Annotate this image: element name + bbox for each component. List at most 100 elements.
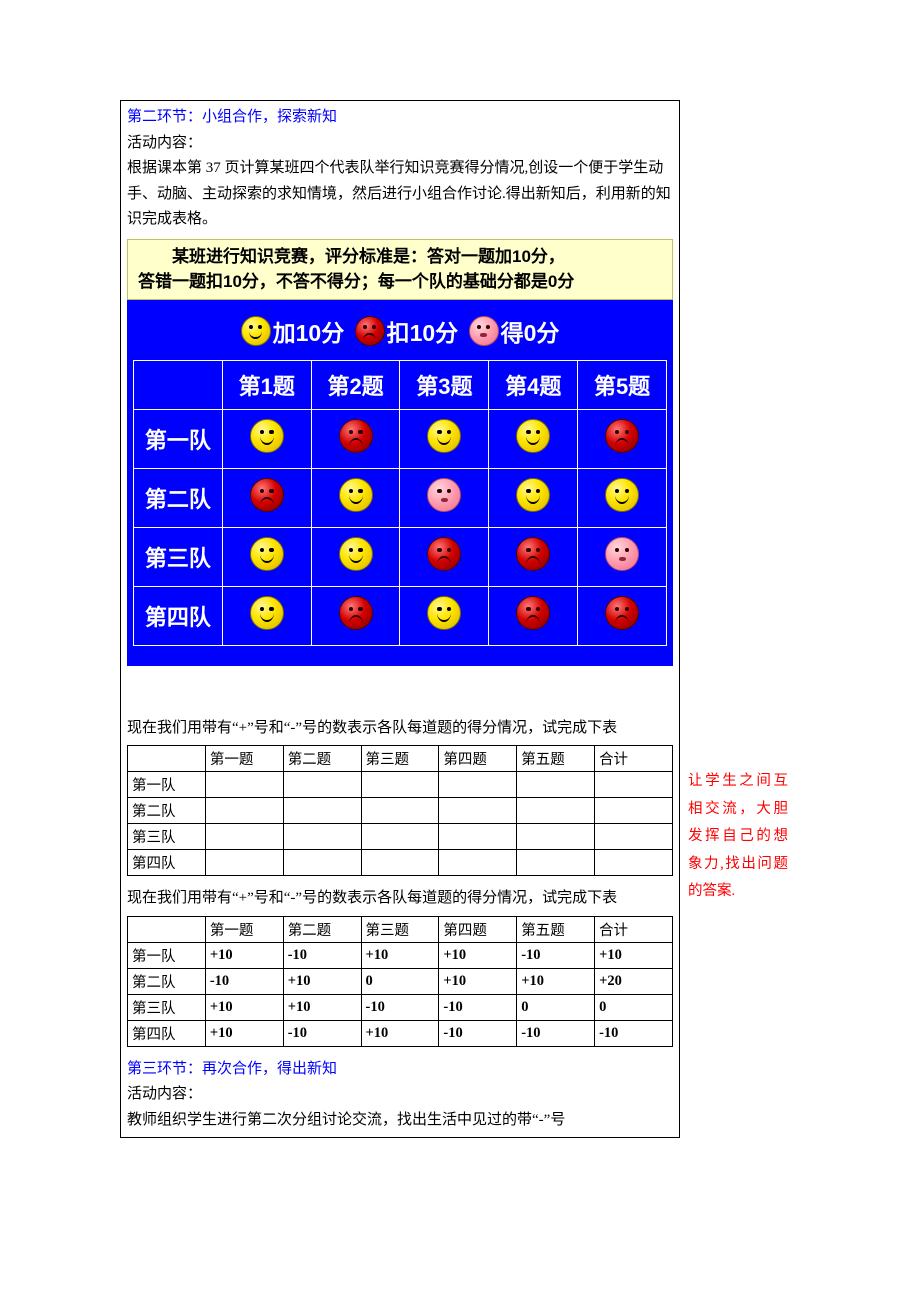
frown-icon — [605, 596, 639, 630]
quiz-panel: 加10分 扣10分 得0分 第1题 第2题 第3题 — [127, 300, 673, 666]
quiz-cell — [222, 527, 311, 586]
row-label: 第三队 — [128, 824, 206, 850]
table-col-header: 第一题 — [205, 916, 283, 942]
neutral-icon — [605, 537, 639, 571]
empty-cell — [517, 850, 595, 876]
empty-cell — [439, 850, 517, 876]
row-label: 第一队 — [128, 772, 206, 798]
score-cell: +10 — [283, 994, 361, 1020]
score-cell: +10 — [205, 942, 283, 968]
score-cell: -10 — [517, 942, 595, 968]
smile-icon — [427, 419, 461, 453]
empty-cell — [439, 798, 517, 824]
quiz-cell — [578, 586, 667, 645]
row-label: 第二队 — [128, 968, 206, 994]
score-cell: +10 — [439, 942, 517, 968]
legend-row: 加10分 扣10分 得0分 — [133, 308, 667, 360]
empty-cell — [283, 772, 361, 798]
quiz-cell — [222, 468, 311, 527]
row-label: 第二队 — [128, 798, 206, 824]
smile-icon — [241, 316, 271, 346]
empty-cell — [517, 798, 595, 824]
quiz-row-label: 第四队 — [134, 586, 223, 645]
quiz-cell — [489, 468, 578, 527]
frown-icon — [605, 419, 639, 453]
frown-icon — [427, 537, 461, 571]
quiz-cell — [578, 409, 667, 468]
smile-icon — [427, 596, 461, 630]
smile-icon — [250, 419, 284, 453]
table-col-header: 第四题 — [439, 746, 517, 772]
empty-cell — [283, 824, 361, 850]
quiz-cell — [400, 586, 489, 645]
rules-box: 某班进行知识竞赛，评分标准是：答对一题加10分， 答错一题扣10分，不答不得分；… — [127, 239, 673, 300]
rules-line1: 某班进行知识竞赛，评分标准是：答对一题加10分， — [138, 244, 662, 270]
score-cell: 0 — [361, 968, 439, 994]
quiz-col-5: 第5题 — [578, 360, 667, 409]
score-cell: 0 — [595, 994, 673, 1020]
empty-cell — [361, 824, 439, 850]
quiz-cell — [311, 468, 400, 527]
table-col-header: 第二题 — [283, 916, 361, 942]
quiz-cell — [222, 586, 311, 645]
table-col-header: 第三题 — [361, 746, 439, 772]
score-cell: -10 — [283, 942, 361, 968]
table-col-header: 第五题 — [517, 916, 595, 942]
table-col-header — [128, 746, 206, 772]
section2-activity-label: 活动内容： — [127, 131, 673, 157]
table-col-header: 合计 — [595, 746, 673, 772]
quiz-cell — [400, 527, 489, 586]
main-column: 第二环节：小组合作，探索新知 活动内容： 根据课本第 37 页计算某班四个代表队… — [120, 100, 680, 1138]
score-cell: -10 — [595, 1020, 673, 1046]
quiz-row: 第四队 — [134, 586, 667, 645]
frown-icon — [250, 478, 284, 512]
score-cell: +10 — [361, 942, 439, 968]
table-col-header: 合计 — [595, 916, 673, 942]
quiz-cell — [311, 409, 400, 468]
empty-cell — [595, 850, 673, 876]
table-row: 第三队+10+10-10-1000 — [128, 994, 673, 1020]
table-row: 第二队-10+100+10+10+20 — [128, 968, 673, 994]
empty-cell — [595, 798, 673, 824]
frown-icon — [339, 596, 373, 630]
empty-cell — [205, 772, 283, 798]
empty-cell — [517, 772, 595, 798]
spacer — [127, 666, 673, 716]
score-cell: -10 — [283, 1020, 361, 1046]
rules-line2: 答错一题扣10分，不答不得分；每一个队的基础分都是0分 — [138, 269, 662, 295]
quiz-cell — [489, 409, 578, 468]
blank-score-table: 第一题第二题第三题第四题第五题合计 第一队第二队第三队第四队 — [127, 745, 673, 876]
quiz-col-1: 第1题 — [222, 360, 311, 409]
row-label: 第四队 — [128, 1020, 206, 1046]
table-col-header: 第一题 — [205, 746, 283, 772]
score-cell: +20 — [595, 968, 673, 994]
empty-cell — [205, 798, 283, 824]
section3-activity-body: 教师组织学生进行第二次分组讨论交流，找出生活中见过的带“-”号 — [127, 1108, 673, 1134]
smile-icon — [250, 537, 284, 571]
frown-icon — [516, 537, 550, 571]
side-note: 让学生之间互相交流，大胆发挥自己的想象力,找出问题的答案. — [688, 768, 788, 906]
smile-icon — [339, 537, 373, 571]
empty-cell — [439, 772, 517, 798]
table-header-row: 第一题第二题第三题第四题第五题合计 — [128, 746, 673, 772]
score-cell: -10 — [439, 1020, 517, 1046]
quiz-cell — [400, 468, 489, 527]
table-col-header — [128, 916, 206, 942]
table-col-header: 第二题 — [283, 746, 361, 772]
score-cell: +10 — [205, 1020, 283, 1046]
table-header-row: 第一题第二题第三题第四题第五题合计 — [128, 916, 673, 942]
empty-cell — [361, 850, 439, 876]
neutral-icon — [427, 478, 461, 512]
quiz-cell — [489, 586, 578, 645]
quiz-header-blank — [134, 360, 223, 409]
score-cell: +10 — [439, 968, 517, 994]
table-row: 第二队 — [128, 798, 673, 824]
score-cell: -10 — [205, 968, 283, 994]
legend-zero: 得0分 — [501, 314, 560, 348]
smile-icon — [339, 478, 373, 512]
empty-cell — [205, 824, 283, 850]
quiz-row-label: 第二队 — [134, 468, 223, 527]
table-col-header: 第五题 — [517, 746, 595, 772]
frown-icon — [339, 419, 373, 453]
smile-icon — [250, 596, 284, 630]
